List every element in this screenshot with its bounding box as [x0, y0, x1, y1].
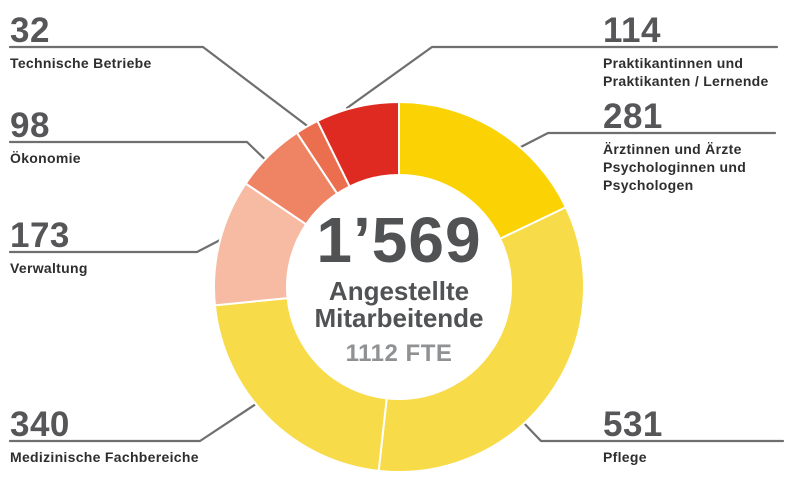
callout-label-line: Medizinische Fachbereiche: [10, 449, 199, 465]
center-caption-line: Mitarbeitende: [314, 303, 484, 333]
callout-aerzte-psychologen: 281 Ärztinnen und Ärzte Psychologinnen un…: [603, 97, 746, 194]
donut-center-label: 1’569 Angestellte Mitarbeitende 1112 FTE: [259, 204, 539, 368]
donut-segment-pflege: [377, 205, 585, 473]
total-employees-value: 1’569: [316, 204, 482, 276]
callout-label-line: Ökonomie: [10, 150, 81, 166]
callout-value: 531: [603, 405, 663, 444]
callout-value: 281: [603, 97, 663, 136]
callout-label-line: Psychologinnen und: [603, 159, 747, 175]
leader-line-technische-betriebe: [8, 45, 316, 133]
leader-line-aerzte-psychologen: [511, 131, 777, 153]
callout-label-line: Ärztinnen und Ärzte: [603, 141, 742, 157]
center-caption-line: Angestellte: [328, 276, 470, 306]
callout-label-line: Technische Betriebe: [10, 55, 152, 71]
callout-label-line: Verwaltung: [10, 260, 88, 276]
callout-label: Verwaltung: [10, 259, 88, 277]
callout-label: Ärztinnen und Ärzte Psychologinnen und Psy…: [603, 140, 746, 194]
center-caption: Angestellte Mitarbeitende: [259, 278, 539, 332]
callout-label: Medizinische Fachbereiche: [10, 448, 199, 466]
callout-label: Ökonomie: [10, 149, 81, 167]
callout-value: 114: [603, 11, 661, 50]
callout-label: Praktikantinnen und Praktikanten / Lernen…: [603, 54, 769, 90]
callout-technische-betriebe: 32 Technische Betriebe: [10, 11, 152, 72]
leader-line-verwaltung: [8, 236, 226, 254]
leader-line-pflege: [517, 416, 785, 443]
callout-label-line: Praktikanten / Lernende: [603, 73, 769, 89]
callout-value: 340: [10, 405, 70, 444]
callout-value: 173: [10, 216, 70, 255]
fte-value: 1112 FTE: [345, 340, 453, 367]
callout-label: Pflege: [603, 448, 663, 466]
leader-line-praktikanten-lernende: [345, 45, 779, 110]
callout-label: Technische Betriebe: [10, 54, 152, 72]
callout-oekonomie: 98 Ökonomie: [10, 106, 81, 167]
donut-segment-medizinische-fachbereiche: [213, 296, 388, 472]
callout-medizinische-fachbereiche: 340 Medizinische Fachbereiche: [10, 405, 199, 466]
callout-label-line: Pflege: [603, 449, 647, 465]
leader-line-medizinische-fachbereiche: [8, 398, 264, 443]
callout-verwaltung: 173 Verwaltung: [10, 216, 88, 277]
donut-segment-praktikanten-lernende: [316, 100, 400, 188]
callout-pflege: 531 Pflege: [603, 405, 663, 466]
callout-value: 32: [10, 11, 50, 50]
callout-label-line: Praktikantinnen und: [603, 55, 744, 71]
callout-label-line: Psychologen: [603, 177, 694, 193]
callout-praktikanten-lernende: 114 Praktikantinnen und Praktikanten / Le…: [603, 11, 769, 90]
callout-value: 98: [10, 106, 50, 145]
